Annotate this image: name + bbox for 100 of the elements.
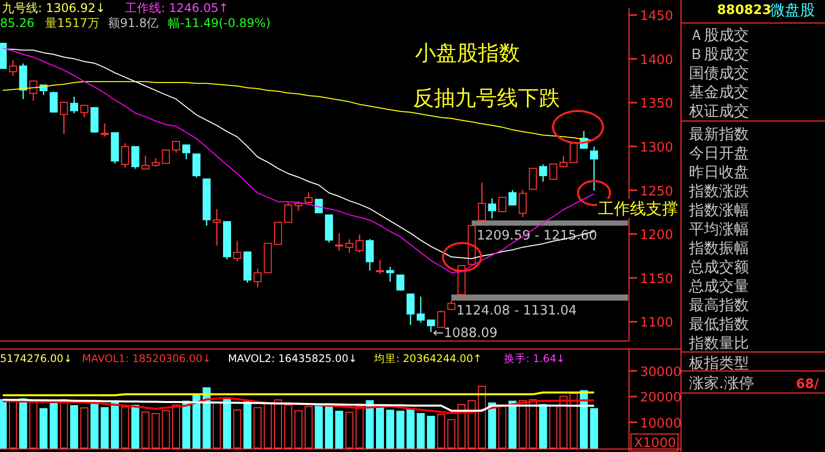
candlestick (121, 142, 130, 168)
text: 总成交量 (688, 277, 749, 295)
candlestick (314, 198, 323, 214)
text: 880823 (717, 3, 772, 18)
band-label: 1124.08 - 1131.04 (456, 304, 577, 319)
candlestick (426, 319, 435, 333)
annotation: 幅-11.49(-0.89%) (168, 16, 270, 30)
candlestick (182, 144, 190, 160)
annotation: 量1517万 (45, 16, 100, 30)
candlestick (80, 104, 88, 118)
bar (426, 416, 435, 448)
candlestick (488, 198, 496, 220)
text: 最高指数 (689, 296, 749, 314)
text: Ｂ股成交 (689, 45, 749, 63)
candlestick (50, 91, 58, 114)
annotation: MAVOL1: 18520306.00↓ (82, 353, 212, 365)
candlestick (539, 164, 548, 182)
text: 国债成交 (689, 64, 749, 82)
candlestick (172, 140, 180, 154)
bar (100, 407, 109, 448)
annotation: 额91.8亿 (108, 16, 159, 30)
text: Ａ股成交 (689, 26, 749, 44)
text: 微盘股 (770, 1, 815, 19)
y-tick-label: 1100 (640, 316, 674, 331)
candlestick (376, 259, 384, 275)
bar (243, 401, 252, 448)
bar (19, 398, 28, 448)
candlestick (518, 189, 527, 218)
candlestick (335, 232, 344, 252)
bar (590, 408, 598, 448)
bar (335, 410, 344, 448)
text: 指数涨跌 (688, 182, 749, 200)
text: 昨日收盘 (689, 163, 749, 181)
candlestick (437, 310, 446, 328)
annotation: 换手: 1.64↓ (504, 352, 566, 365)
y-tick-label: 1150 (640, 272, 674, 287)
bar (131, 404, 140, 448)
y-tick-label: 20000 (640, 390, 682, 406)
y-tick-label: 1200 (640, 228, 674, 244)
candlestick (498, 196, 506, 212)
y-tick-label: 1400 (640, 52, 674, 68)
bar (0, 399, 7, 448)
bar (110, 401, 119, 448)
y-tick-label: 10000 (640, 416, 682, 432)
bar (376, 407, 384, 448)
bar (192, 394, 200, 448)
candlestick (8, 59, 17, 77)
candlestick (162, 150, 170, 164)
candlestick (416, 296, 425, 324)
annotation: 九号线: 1306.92↓ (2, 1, 106, 15)
y-tick-label: 1300 (640, 140, 674, 156)
annotation: 工作线: 1246.05↑ (125, 1, 229, 15)
y-axis-title: X1000 (634, 436, 676, 451)
text: 指数涨幅 (688, 201, 749, 219)
candlestick (141, 155, 150, 170)
y-tick-label: 1350 (640, 96, 674, 112)
text: 指数振幅 (688, 239, 749, 257)
candlestick (345, 238, 354, 254)
candlestick (274, 222, 282, 245)
candlestick (559, 155, 568, 168)
text: 最新指数 (689, 125, 749, 143)
text: 基金成交 (689, 83, 749, 101)
bar (50, 403, 58, 448)
text: 今日开盘 (689, 144, 749, 162)
annotation: 5174276.00↓ (0, 353, 72, 365)
bar (223, 397, 232, 448)
candlestick (60, 102, 68, 135)
bar (182, 400, 190, 448)
text: 权证成交 (688, 102, 749, 120)
annotation: 均里: 20364244.00↑ (373, 353, 482, 365)
bar (539, 404, 548, 448)
bar (366, 400, 374, 448)
bar (488, 402, 496, 448)
annotation: 工作线支撑 (598, 199, 678, 218)
candlestick (284, 202, 292, 223)
bar (396, 410, 404, 448)
annotation: 85.26 (0, 16, 34, 30)
bar (324, 406, 333, 448)
text: 板指类型 (688, 354, 749, 372)
text: 平均涨幅 (689, 220, 749, 238)
candlestick (100, 122, 109, 138)
candlestick (131, 146, 140, 170)
candlestick (70, 96, 78, 114)
bar (90, 400, 99, 448)
text: 68/ (796, 377, 820, 392)
y-tick-label: 1450 (640, 9, 674, 24)
candlestick (386, 266, 394, 282)
candlestick (528, 168, 537, 190)
candlestick (254, 268, 262, 288)
text: 涨家.涨停 (689, 374, 754, 392)
bar (70, 405, 78, 448)
text: 反抽九号线下跌 (413, 86, 560, 110)
candlestick (356, 234, 364, 254)
bar (416, 413, 425, 448)
bar (386, 410, 394, 448)
bar (508, 400, 516, 448)
candlestick (192, 153, 200, 178)
candlestick (396, 274, 404, 292)
candlestick (590, 146, 598, 192)
candlestick (508, 189, 516, 206)
